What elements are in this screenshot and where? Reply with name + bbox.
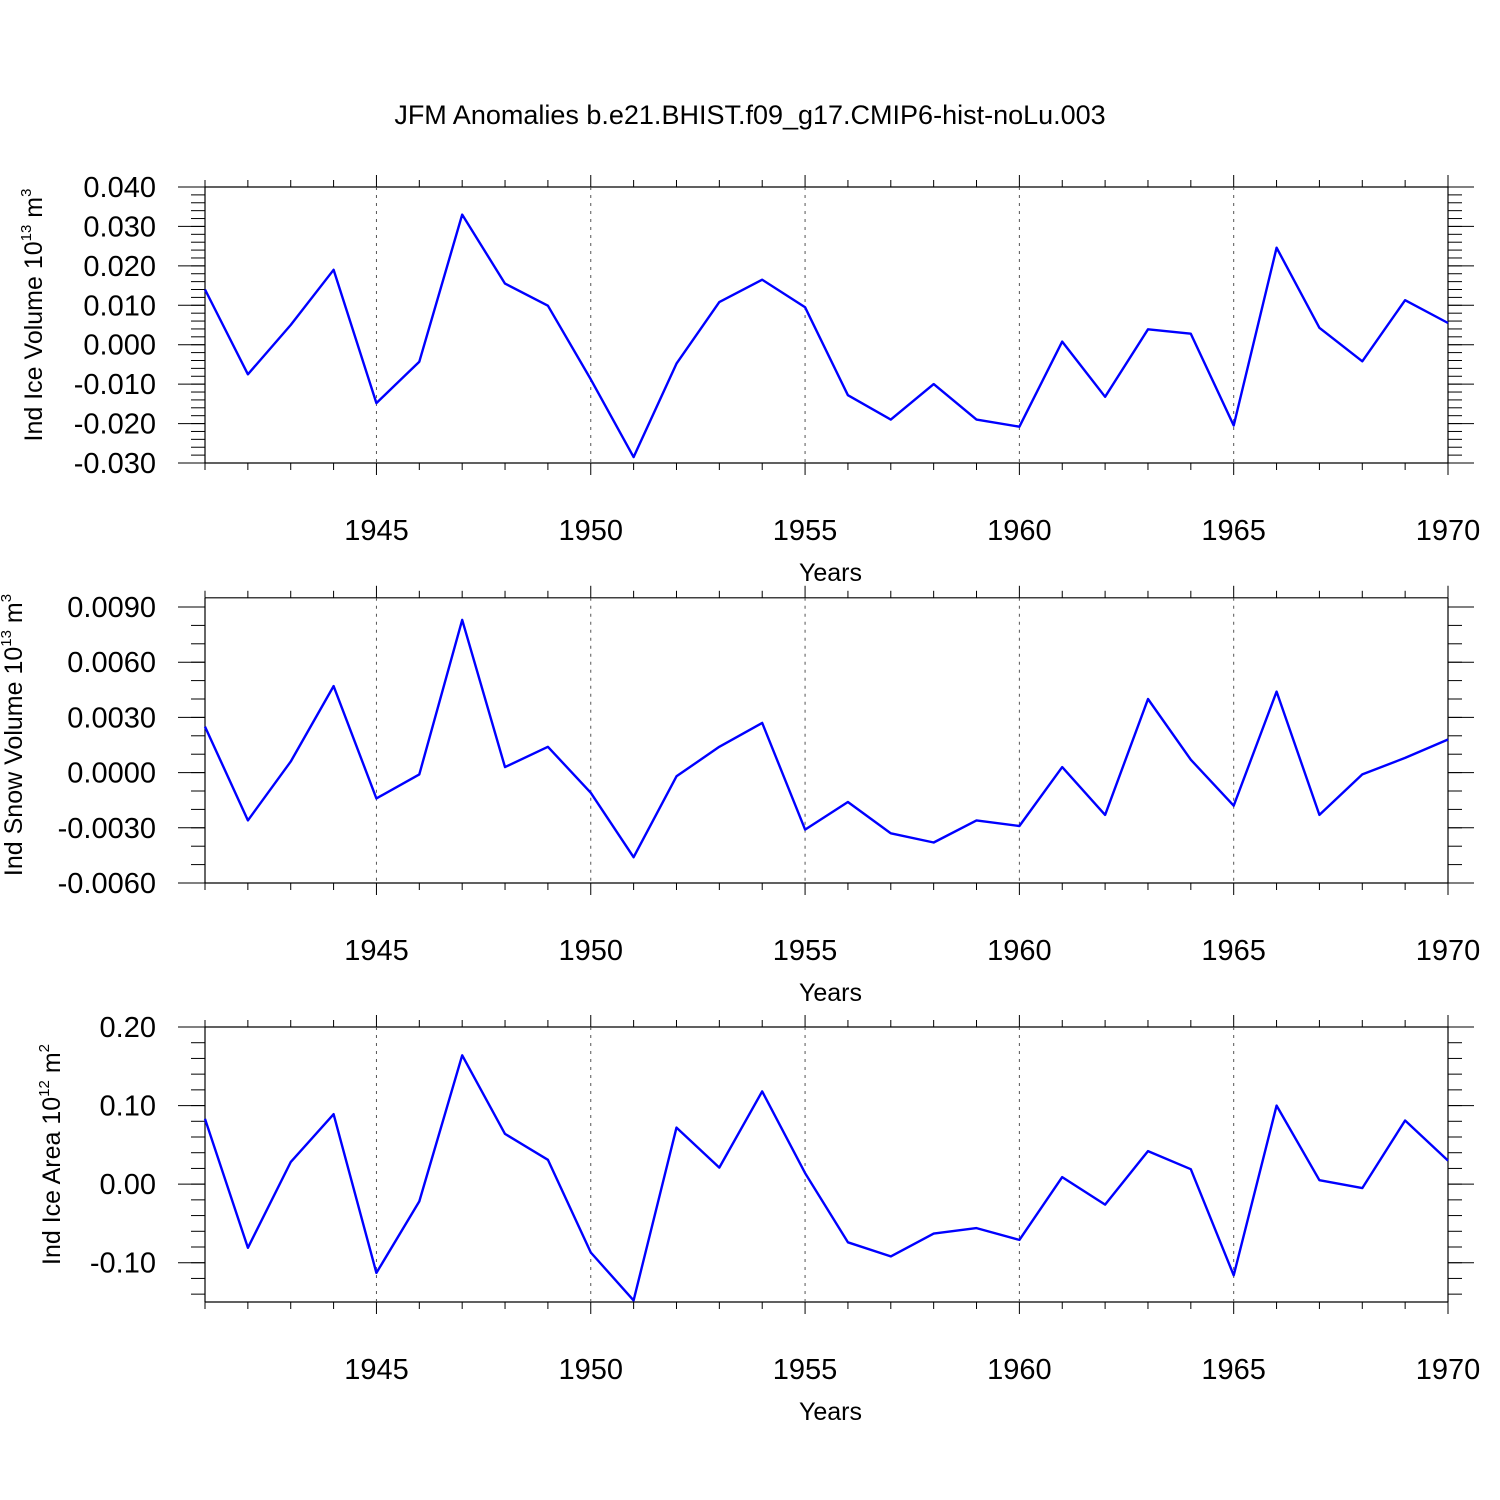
x-axis-label: Years (799, 559, 862, 587)
panel-2: 0.0090 0.0060 0.0030 0.0000 -0.0030 -0.0060 19… (0, 585, 1481, 1007)
y-tick-label: 0.030 (83, 211, 156, 243)
x-tick-label: 1970 (1416, 935, 1481, 967)
x-tick-label: 1955 (773, 1354, 838, 1386)
panel-3: 0.20 0.10 0.00 -0.10 1945 1950 1955 1960 1965 197… (36, 1012, 1480, 1426)
y-tick-label: -0.020 (74, 409, 156, 441)
x-tick-label: 1965 (1201, 1354, 1266, 1386)
y-axis-label-exponent: 12 (36, 1080, 53, 1097)
panel-1: 0.040 0.030 0.020 0.010 0.000 -0.010 -0.020 -0.… (18, 172, 1480, 587)
x-tick-label: 1950 (559, 935, 624, 967)
y-tick-label: 0.0030 (67, 702, 156, 734)
y-axis-label-text: Ind Ice Volume 10 (20, 241, 48, 441)
y-axis-label-exponent: 13 (0, 630, 15, 647)
series-line (203, 213, 1449, 459)
y-tick-label: 0.020 (83, 251, 156, 283)
y-tick-label: 0.00 (100, 1169, 156, 1201)
y-axis-label: Ind Snow Volume 1013 m3 (0, 594, 28, 876)
x-tick-label: 1960 (987, 515, 1052, 547)
x-tick-label: 1965 (1201, 515, 1266, 547)
y-tick-label: 0.040 (83, 172, 156, 204)
y-axis-label: Ind Ice Volume 1013 m3 (18, 189, 48, 442)
y-tick-label: 0.0060 (67, 647, 156, 679)
x-tick-label: 1950 (559, 1354, 624, 1386)
x-tick-label: 1950 (559, 515, 624, 547)
y-axis-label-text: Ind Ice Area 10 (38, 1097, 66, 1265)
y-tick-label: 0.010 (83, 290, 156, 322)
y-axis-label-unit-exponent: 3 (18, 189, 35, 197)
y-axis-label-unit-exponent: 3 (0, 594, 15, 602)
y-tick-label: 0.0000 (67, 758, 156, 790)
y-tick-label: -0.030 (74, 448, 156, 480)
x-axis-label: Years (799, 979, 862, 1007)
y-tick-label: -0.010 (74, 369, 156, 401)
y-tick-label: -0.10 (90, 1248, 156, 1280)
x-tick-label: 1970 (1416, 515, 1481, 547)
panels-container: 0.040 0.030 0.020 0.010 0.000 -0.010 -0.020 -0.… (0, 172, 1480, 1426)
y-tick-label: 0.20 (100, 1012, 156, 1044)
x-tick-label: 1965 (1201, 935, 1266, 967)
y-axis-label: Ind Ice Area 1012 m2 (36, 1044, 66, 1265)
x-tick-label: 1945 (344, 935, 409, 967)
x-tick-label: 1970 (1416, 1354, 1481, 1386)
y-tick-label: -0.0030 (58, 813, 156, 845)
x-tick-label: 1960 (987, 1354, 1052, 1386)
y-tick-label: -0.0060 (58, 868, 156, 900)
y-tick-label: 0.000 (83, 330, 156, 362)
series-line (203, 1054, 1449, 1302)
x-axis-label: Years (799, 1398, 862, 1426)
y-axis-label-unit-exponent: 2 (36, 1044, 53, 1052)
y-axis-label-text: Ind Snow Volume 10 (0, 647, 28, 876)
y-tick-label: 0.10 (100, 1091, 156, 1123)
x-tick-label: 1955 (773, 515, 838, 547)
y-axis-label-unit: m (0, 602, 28, 630)
figure-title: JFM Anomalies b.e21.BHIST.f09_g17.CMIP6-… (394, 100, 1105, 130)
x-tick-label: 1960 (987, 935, 1052, 967)
x-tick-label: 1955 (773, 935, 838, 967)
x-tick-label: 1945 (344, 515, 409, 547)
y-axis-label-unit: m (20, 197, 48, 225)
y-axis-label-unit: m (38, 1052, 66, 1080)
x-tick-label: 1945 (344, 1354, 409, 1386)
y-axis-label-exponent: 13 (18, 225, 35, 242)
series-line (203, 618, 1449, 859)
y-tick-label: 0.0090 (67, 592, 156, 624)
